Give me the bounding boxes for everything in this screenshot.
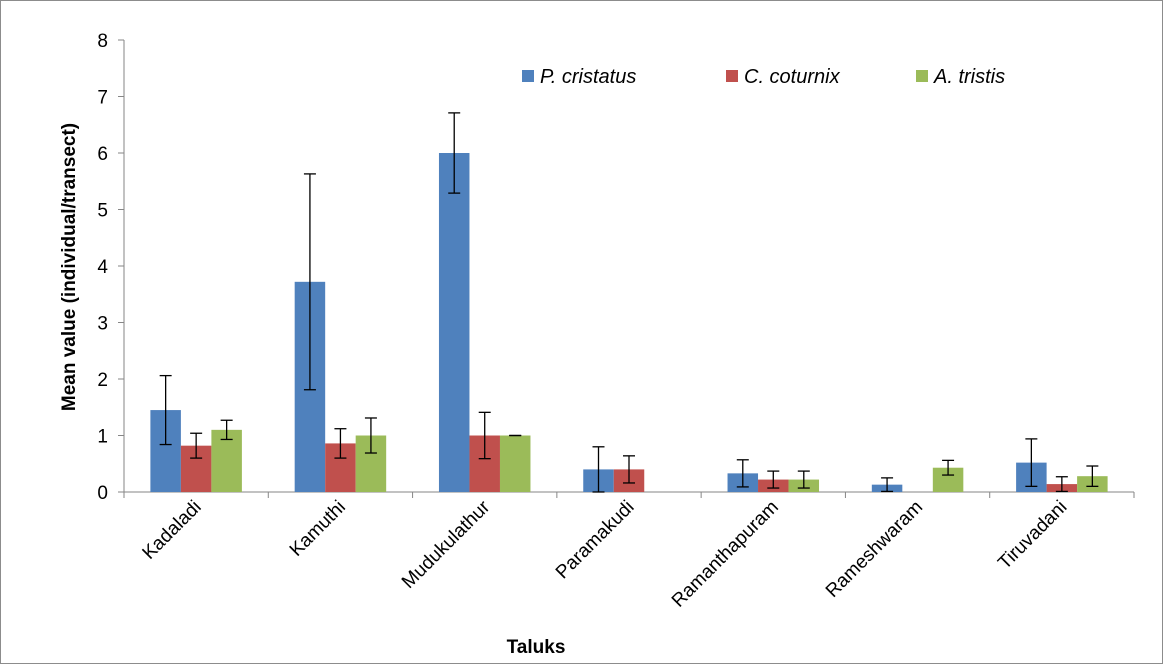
y-tick-label: 7	[97, 88, 108, 109]
bar	[211, 429, 242, 492]
axes: 0 1 2 3 4 5 6 7 8 Kadaladi Kamuthi Mudukulathur Para…	[97, 31, 1135, 612]
legend-label: A. tristis	[933, 66, 1005, 88]
y-tick-label: 2	[97, 370, 108, 391]
legend-swatch	[916, 70, 928, 82]
y-tick-label: 0	[97, 483, 108, 504]
error-bar	[881, 477, 894, 493]
x-tick-label: Tiruvadani	[994, 497, 1071, 574]
error-bar	[623, 455, 635, 484]
legend-item: P. cristatus	[522, 66, 636, 88]
error-bar	[478, 411, 491, 460]
error-bar	[767, 470, 780, 489]
x-tick-label: Rameshwaram	[822, 497, 927, 602]
y-tick-label: 5	[97, 201, 108, 222]
error-bar	[364, 417, 377, 454]
error-bar	[736, 459, 749, 488]
x-tick-label: Mudukulathur	[398, 496, 495, 593]
error-bar	[797, 470, 810, 489]
error-bar	[942, 459, 955, 476]
error-bar	[220, 419, 233, 441]
x-tick-label: Kamuthi	[286, 497, 350, 561]
y-axis-title: Mean value (individual/transect)	[59, 123, 80, 411]
y-tick-label: 8	[97, 31, 108, 52]
error-bars	[159, 112, 1099, 493]
y-tick-label: 3	[97, 314, 108, 335]
error-bar	[334, 428, 347, 459]
legend-swatch	[726, 70, 738, 82]
x-axis-title: Taluks	[507, 637, 566, 658]
legend-item: C. coturnix	[726, 66, 841, 88]
legend: P. cristatus C. coturnix A. tristis	[522, 66, 1005, 88]
y-tick-label: 4	[97, 257, 108, 278]
x-tick-label: Kadaladi	[139, 497, 206, 564]
x-tick-label: Ramanthapuram	[668, 497, 783, 612]
bar	[438, 153, 470, 492]
bar	[499, 435, 531, 492]
y-tick-label: 1	[97, 427, 108, 448]
error-bar	[159, 374, 172, 446]
error-bar	[1055, 476, 1068, 493]
x-tick-label: Paramakudi	[552, 497, 639, 584]
error-bar	[448, 112, 461, 194]
legend-swatch	[522, 70, 534, 82]
error-bar	[190, 432, 203, 459]
y-axis-title-group: Mean value (individual/transect)	[59, 123, 80, 411]
error-bar	[1086, 465, 1099, 488]
legend-label: C. coturnix	[744, 66, 841, 88]
error-bar	[592, 446, 605, 493]
y-tick-label: 6	[97, 144, 108, 165]
legend-item: A. tristis	[916, 66, 1005, 88]
legend-label: P. cristatus	[540, 66, 636, 88]
error-bar	[1025, 438, 1038, 488]
error-bar	[303, 173, 316, 391]
bars	[150, 153, 1108, 492]
